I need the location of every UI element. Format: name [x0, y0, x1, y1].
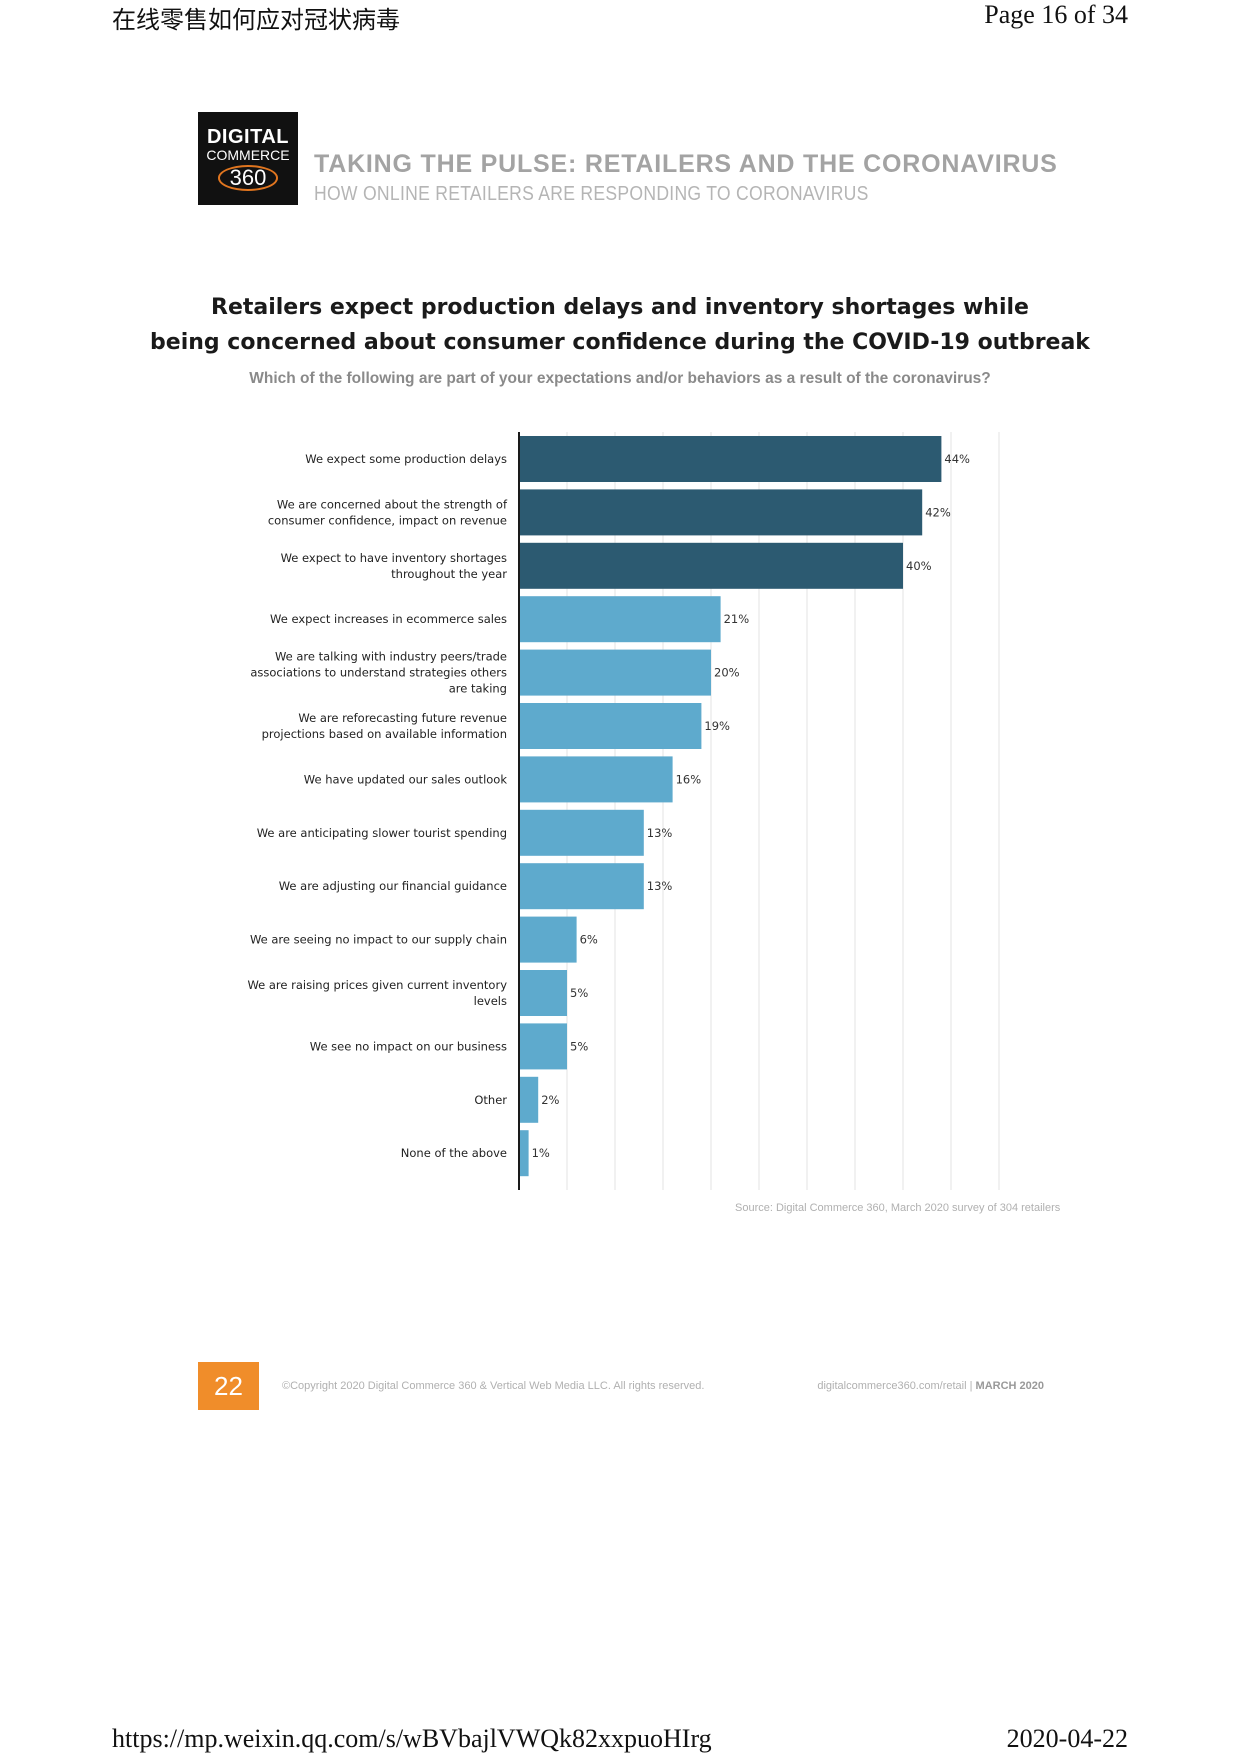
data-label: 16% — [676, 772, 702, 786]
category-label: We have updated our sales outlook — [304, 772, 508, 786]
bar — [519, 489, 923, 536]
category-label: None of the above — [401, 1146, 507, 1160]
data-label: 5% — [570, 1039, 588, 1053]
source-note: Source: Digital Commerce 360, March 2020… — [735, 1202, 1061, 1214]
category-label: throughout the year — [391, 567, 507, 581]
category-label: associations to understand strategies ot… — [250, 666, 507, 680]
data-label: 13% — [647, 826, 673, 840]
data-label: 40% — [906, 559, 932, 573]
data-label: 1% — [532, 1146, 550, 1160]
category-label: We see no impact on our business — [310, 1039, 507, 1053]
bar — [519, 1130, 529, 1177]
logo-line-3: 360 — [217, 165, 279, 191]
data-label: 6% — [580, 933, 598, 947]
report-subtitle: HOW ONLINE RETAILERS ARE RESPONDING TO C… — [314, 183, 869, 205]
category-label: are taking — [449, 682, 507, 696]
bar — [519, 1076, 539, 1123]
data-label: 2% — [541, 1093, 559, 1107]
data-label: 21% — [724, 612, 750, 626]
print-date: 2020-04-22 — [1006, 1724, 1128, 1753]
digital-commerce-360-logo: DIGITAL COMMERCE 360 — [198, 112, 298, 205]
category-label: We expect to have inventory shortages — [281, 551, 507, 565]
category-label: We are concerned about the strength of — [277, 497, 508, 511]
category-label: We are reforecasting future revenue — [298, 711, 507, 725]
page-number-badge: 22 — [198, 1362, 259, 1410]
bar — [519, 649, 711, 696]
bar — [519, 916, 577, 963]
bar — [519, 809, 644, 856]
data-label: 20% — [714, 666, 740, 680]
category-label: We expect some production delays — [305, 452, 507, 466]
bar — [519, 436, 942, 482]
data-label: 13% — [647, 879, 673, 893]
category-label: We are adjusting our financial guidance — [279, 879, 507, 893]
site-url: digitalcommerce360.com/retail — [817, 1380, 967, 1392]
chart-title-line-2: being concerned about consumer confidenc… — [150, 330, 1090, 355]
chart-subtitle: Which of the following are part of your … — [249, 370, 991, 387]
print-page-indicator: Page 16 of 34 — [984, 0, 1128, 29]
bar — [519, 970, 567, 1016]
bar — [519, 756, 673, 803]
logo-line-1: DIGITAL — [206, 126, 289, 148]
bar — [519, 596, 721, 643]
print-header-title: 在线零售如何应对冠状病毒 — [112, 6, 400, 34]
category-label: We are anticipating slower tourist spend… — [257, 826, 507, 840]
category-label: projections based on available informati… — [262, 727, 507, 741]
category-label: levels — [474, 994, 507, 1008]
data-label: 44% — [944, 452, 970, 466]
footer-date: MARCH 2020 — [975, 1380, 1044, 1392]
bar — [519, 703, 702, 749]
bar — [519, 863, 644, 910]
copyright-text: ©Copyright 2020 Digital Commerce 360 & V… — [282, 1380, 705, 1392]
category-label: We are raising prices given current inve… — [247, 978, 507, 992]
category-label: Other — [474, 1093, 507, 1107]
category-label: We expect increases in ecommerce sales — [270, 612, 507, 626]
data-label: 42% — [925, 505, 951, 519]
report-title: TAKING THE PULSE: RETAILERS AND THE CORO… — [314, 150, 1058, 178]
bar — [519, 542, 903, 589]
category-label: We are talking with industry peers/trade — [275, 650, 507, 664]
data-label: 5% — [570, 986, 588, 1000]
category-label: We are seeing no impact to our supply ch… — [250, 933, 507, 947]
chart-title-line-1: Retailers expect production delays and i… — [211, 295, 1029, 320]
bar — [519, 1023, 567, 1070]
print-source-url: https://mp.weixin.qq.com/s/wBVbajlVWQk82… — [112, 1724, 712, 1753]
site-footer: digitalcommerce360.com/retail | MARCH 20… — [817, 1380, 1044, 1392]
data-label: 19% — [704, 719, 730, 733]
chart-title: Retailers expect production delays and i… — [0, 290, 1240, 360]
logo-line-2: COMMERCE — [206, 147, 290, 163]
category-label: consumer confidence, impact on revenue — [268, 513, 507, 527]
